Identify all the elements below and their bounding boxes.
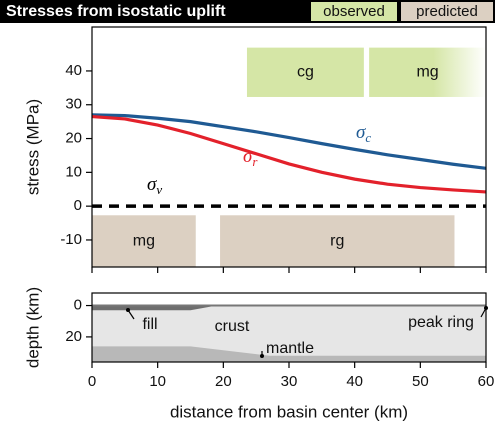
region	[246, 47, 364, 97]
legend-swatch	[401, 2, 493, 21]
y-tick-label: 10	[65, 163, 82, 180]
x-axis-label: distance from basin center (km)	[170, 402, 408, 421]
arrow-head	[484, 306, 488, 310]
y-tick-label: 20	[65, 130, 82, 147]
y-tick-label: 30	[65, 96, 82, 113]
y-axis-label: depth (km)	[23, 287, 42, 368]
title: Stresses from isostatic uplift	[6, 3, 226, 20]
series-label: σr	[243, 146, 258, 169]
line	[91, 114, 487, 194]
y-tick-label: 40	[65, 62, 82, 79]
y-tick-label: 0	[74, 197, 82, 214]
series-subscript: r	[252, 154, 258, 169]
region-label: mg	[416, 64, 438, 81]
series-name: σ	[243, 146, 253, 167]
layer	[92, 305, 217, 311]
x-tick-label: 40	[346, 373, 363, 390]
layer	[92, 346, 486, 362]
x-tick-label: 10	[149, 373, 166, 390]
x-tick-label: 60	[478, 373, 495, 390]
series-name: σ	[147, 174, 157, 195]
y-tick-label: -10	[60, 231, 82, 248]
arrow-head	[126, 308, 130, 312]
series-label: σc	[356, 122, 371, 145]
x-tick-label: 0	[88, 373, 96, 390]
line	[91, 113, 487, 170]
region	[220, 215, 455, 267]
y-axis-label: stress (MPa)	[23, 99, 42, 195]
legend-label: predicted	[416, 3, 478, 20]
series-name: σ	[356, 122, 366, 143]
region-label: rg	[330, 232, 344, 249]
series-subscript: c	[365, 130, 371, 145]
arrow-head	[260, 354, 264, 358]
annotation: mantle	[266, 340, 314, 357]
region	[369, 47, 486, 97]
annotation: peak ring	[408, 314, 474, 331]
region	[92, 215, 196, 267]
legend-label: observed	[323, 3, 385, 20]
legend-swatch	[311, 2, 397, 21]
x-tick-label: 50	[412, 373, 429, 390]
annotation: fill	[142, 316, 157, 333]
series-label: σv	[147, 174, 162, 197]
x-tick-label: 30	[281, 373, 298, 390]
y-tick-label: 0	[74, 297, 82, 314]
x-tick-label: 20	[215, 373, 232, 390]
region-label: mg	[133, 232, 155, 249]
annotation: crust	[215, 318, 250, 335]
region-label: cg	[297, 64, 314, 81]
y-tick-label: 20	[65, 328, 82, 345]
series-subscript: v	[156, 182, 162, 197]
